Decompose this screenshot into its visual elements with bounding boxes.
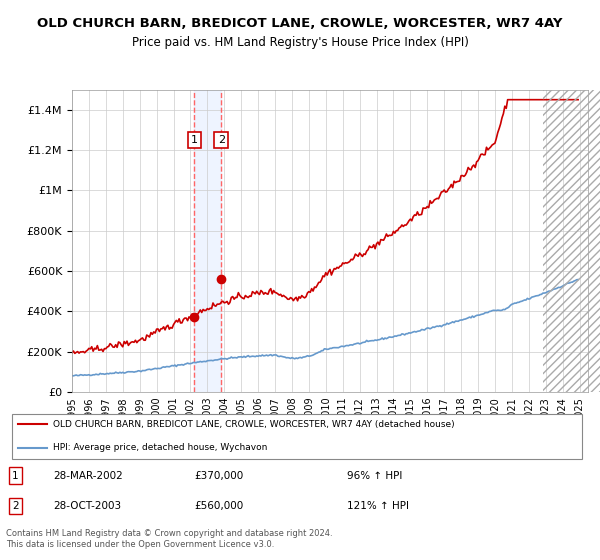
Text: 2: 2 — [12, 501, 19, 511]
Text: 2: 2 — [218, 135, 225, 145]
Text: Contains HM Land Registry data © Crown copyright and database right 2024.
This d: Contains HM Land Registry data © Crown c… — [6, 529, 332, 549]
Text: 28-OCT-2003: 28-OCT-2003 — [53, 501, 121, 511]
Text: HPI: Average price, detached house, Wychavon: HPI: Average price, detached house, Wych… — [53, 444, 268, 452]
Text: 1: 1 — [12, 470, 19, 480]
Text: OLD CHURCH BARN, BREDICOT LANE, CROWLE, WORCESTER, WR7 4AY (detached house): OLD CHURCH BARN, BREDICOT LANE, CROWLE, … — [53, 419, 455, 429]
Text: 1: 1 — [191, 135, 198, 145]
Text: 121% ↑ HPI: 121% ↑ HPI — [347, 501, 409, 511]
Text: £370,000: £370,000 — [194, 470, 244, 480]
Text: 28-MAR-2002: 28-MAR-2002 — [53, 470, 123, 480]
Text: £560,000: £560,000 — [194, 501, 244, 511]
Text: Price paid vs. HM Land Registry's House Price Index (HPI): Price paid vs. HM Land Registry's House … — [131, 36, 469, 49]
Text: 96% ↑ HPI: 96% ↑ HPI — [347, 470, 403, 480]
Text: OLD CHURCH BARN, BREDICOT LANE, CROWLE, WORCESTER, WR7 4AY: OLD CHURCH BARN, BREDICOT LANE, CROWLE, … — [37, 17, 563, 30]
FancyBboxPatch shape — [12, 414, 582, 459]
Bar — [194, 90, 221, 392]
